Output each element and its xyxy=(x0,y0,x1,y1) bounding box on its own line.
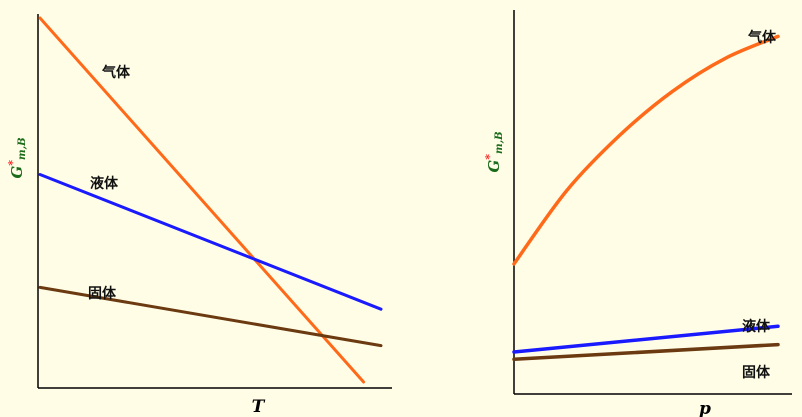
series-label-solid: 固体 xyxy=(742,364,771,381)
series-line-liquid xyxy=(512,324,780,354)
y-axis-label: G*m,B xyxy=(6,137,28,178)
series-label-liquid: 液体 xyxy=(742,318,771,335)
series-line-solid xyxy=(38,285,383,348)
right-chart: G*m,B p 气体 液体 固体 xyxy=(483,10,792,417)
series-label-solid: 固体 xyxy=(88,285,117,302)
series-line-gas xyxy=(38,16,366,384)
x-axis-label: T xyxy=(252,397,266,417)
left-chart: G*m,B T 气体 液体 固体 xyxy=(6,14,392,417)
series-label-liquid: 液体 xyxy=(90,175,119,192)
y-axis-label: G*m,B xyxy=(483,131,505,172)
series-label-gas: 气体 xyxy=(101,64,131,81)
series-line-solid xyxy=(512,342,780,362)
x-axis-label: p xyxy=(699,399,711,417)
series-line-gas xyxy=(512,34,780,266)
series-line-liquid xyxy=(38,173,383,311)
series-label-gas: 气体 xyxy=(747,29,777,46)
